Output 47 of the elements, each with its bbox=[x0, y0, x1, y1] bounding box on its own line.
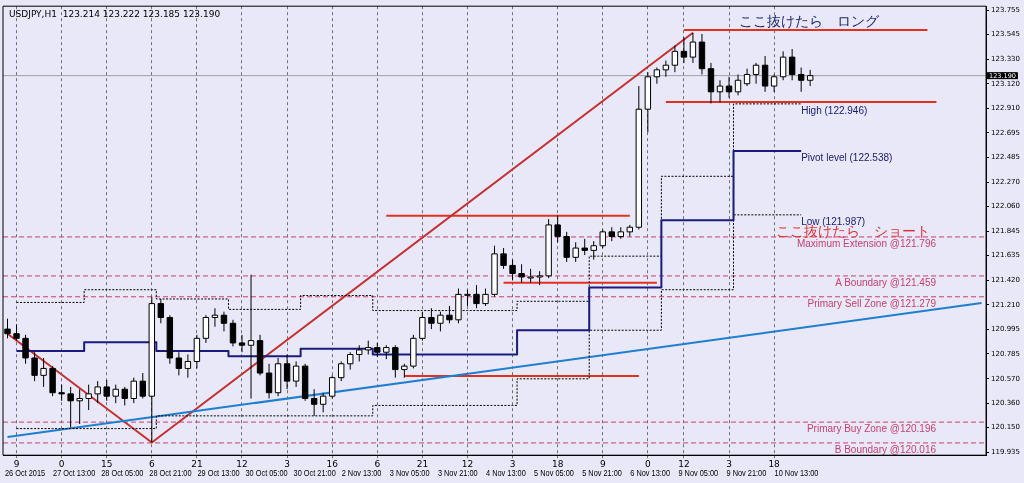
candlestick bbox=[563, 231, 570, 263]
text: 9 Nov 21:00 bbox=[726, 468, 767, 479]
x-tick-label: 3 bbox=[726, 458, 732, 469]
x-tick-label: 3 bbox=[284, 458, 290, 469]
text: 3 Nov 21:00 bbox=[437, 468, 479, 479]
x-tick-label: 18 bbox=[551, 458, 564, 469]
text: 4 Nov 13:00 bbox=[486, 468, 527, 479]
x-tick-label: 16 bbox=[326, 458, 339, 469]
series-label: Pivot level (122.538) bbox=[801, 151, 893, 163]
x-tick-label: 0 bbox=[644, 458, 651, 469]
x-tick-label: 9 bbox=[13, 458, 20, 469]
text: 28 Oct 21:00 bbox=[149, 468, 192, 479]
text: 5 Nov 21:00 bbox=[582, 468, 623, 479]
text: 3 Nov 05:00 bbox=[389, 468, 430, 479]
x-tick-label: 21 bbox=[416, 458, 429, 469]
x-tick-label: 12 bbox=[236, 458, 248, 469]
text: 27 Oct 13:00 bbox=[53, 468, 96, 479]
text: 30 Oct 21:00 bbox=[293, 468, 337, 479]
series-label: High (122.946) bbox=[801, 104, 868, 116]
text: 28 Oct 05:00 bbox=[101, 468, 144, 479]
ref-line-label: B Boundary @120.016 bbox=[834, 443, 937, 455]
x-tick-label: 18 bbox=[768, 458, 781, 469]
text: 9 Nov 05:00 bbox=[678, 468, 719, 479]
text: 6 Nov 13:00 bbox=[630, 468, 671, 479]
x-tick-label: 0 bbox=[58, 458, 65, 469]
text: 10 Nov 13:00 bbox=[774, 468, 819, 479]
x-tick-label: 12 bbox=[678, 458, 690, 469]
x-tick-label: 9 bbox=[599, 458, 606, 469]
text: 30 Oct 05:00 bbox=[245, 468, 289, 479]
ref-line-label: Primary Sell Zone @121.279 bbox=[807, 297, 937, 309]
candlestick bbox=[500, 247, 507, 270]
x-tick-label: 15 bbox=[100, 458, 113, 469]
x-tick-label: 3 bbox=[509, 458, 516, 469]
annotation: ここ抜けたら ロング bbox=[739, 12, 881, 29]
x-tick-label: 21 bbox=[191, 458, 203, 469]
x-tick-label: 12 bbox=[461, 458, 474, 469]
x-tick-label: 6 bbox=[148, 458, 155, 469]
text: 5 Nov 05:00 bbox=[534, 468, 575, 479]
chart-title: USDJPY,H1 123.214 123.222 123.185 123.190 bbox=[9, 9, 221, 20]
text: 29 Oct 13:00 bbox=[197, 468, 240, 479]
ref-line-label: A Boundary @121.459 bbox=[835, 276, 937, 288]
candlestick bbox=[85, 384, 92, 411]
candlestick bbox=[554, 215, 561, 243]
text: 2 Nov 13:00 bbox=[341, 468, 382, 479]
x-tick-label: 6 bbox=[374, 458, 381, 469]
text: 26 Oct 2015 bbox=[5, 468, 46, 479]
ref-line-label: Primary Buy Zone @120.196 bbox=[806, 422, 937, 434]
